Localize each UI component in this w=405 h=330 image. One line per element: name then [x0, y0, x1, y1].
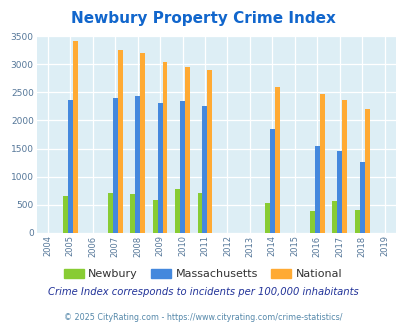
Bar: [264, 203, 269, 233]
Bar: [135, 96, 140, 233]
Bar: [337, 151, 341, 233]
Bar: [185, 67, 190, 233]
Text: Newbury Property Crime Index: Newbury Property Crime Index: [70, 11, 335, 26]
Bar: [63, 196, 68, 233]
Bar: [354, 210, 359, 233]
Bar: [319, 94, 324, 233]
Bar: [202, 106, 207, 233]
Bar: [207, 70, 212, 233]
Bar: [152, 200, 157, 233]
Bar: [179, 101, 185, 233]
Text: © 2025 CityRating.com - https://www.cityrating.com/crime-statistics/: © 2025 CityRating.com - https://www.city…: [64, 313, 341, 322]
Bar: [113, 98, 117, 233]
Bar: [157, 103, 162, 233]
Bar: [274, 87, 279, 233]
Bar: [117, 50, 122, 233]
Bar: [107, 193, 113, 233]
Bar: [331, 201, 337, 233]
Bar: [269, 129, 274, 233]
Bar: [162, 62, 167, 233]
Bar: [359, 162, 364, 233]
Bar: [309, 211, 314, 233]
Bar: [197, 193, 202, 233]
Bar: [130, 194, 135, 233]
Legend: Newbury, Massachusetts, National: Newbury, Massachusetts, National: [59, 265, 346, 284]
Text: Crime Index corresponds to incidents per 100,000 inhabitants: Crime Index corresponds to incidents per…: [47, 287, 358, 297]
Bar: [175, 189, 179, 233]
Bar: [68, 100, 72, 233]
Bar: [364, 109, 369, 233]
Bar: [341, 100, 346, 233]
Bar: [140, 52, 145, 233]
Bar: [314, 146, 319, 233]
Bar: [72, 41, 77, 233]
